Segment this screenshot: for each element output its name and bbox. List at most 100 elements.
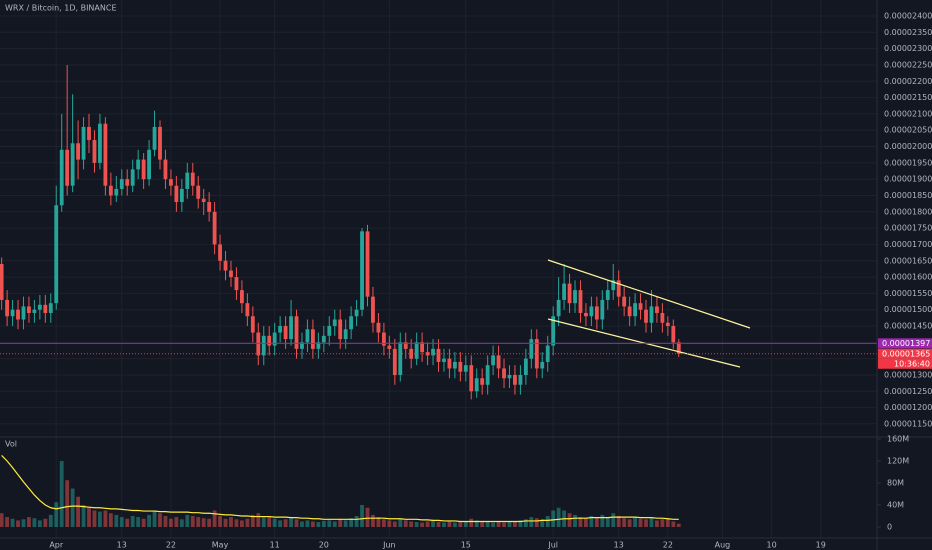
y-tick-label: 0.00002050 <box>884 126 932 135</box>
candle-body <box>5 299 10 317</box>
volume-bar <box>245 518 250 527</box>
candle-body <box>59 149 64 206</box>
candle-body <box>589 306 594 317</box>
candle-body <box>147 149 151 180</box>
overlay <box>0 342 877 355</box>
candle-body <box>611 280 616 291</box>
volume-bar <box>485 522 490 527</box>
candle-body <box>48 303 53 313</box>
chart-title: WRX / Bitcoin, 1D, BINANCE <box>5 4 117 13</box>
volume-bar <box>256 513 261 527</box>
volume-bar <box>436 522 441 527</box>
volume-bar <box>81 504 86 527</box>
candle-body <box>87 126 91 141</box>
candle-body <box>387 345 392 349</box>
price-label: 0.00001397 <box>882 339 930 348</box>
volume-bar <box>644 519 648 527</box>
x-tick-label: Apr <box>49 541 64 550</box>
volume-bar <box>409 521 414 527</box>
volume-bar <box>240 520 244 527</box>
volume-bar <box>387 520 392 527</box>
volume-bar <box>289 517 293 527</box>
volume-bar <box>196 517 201 527</box>
x-tick-label: 22 <box>663 541 673 550</box>
volume-bar <box>442 522 446 527</box>
candle-body <box>458 361 463 372</box>
candle-body <box>660 312 665 323</box>
volume-bar <box>676 523 681 527</box>
volume-bar <box>403 520 408 527</box>
candle-body <box>234 277 239 291</box>
y-tick-label: 0.00001550 <box>884 289 932 298</box>
volume-bar <box>43 518 48 527</box>
volume-bar <box>70 488 75 527</box>
candle-body <box>392 348 397 375</box>
volume-bar <box>502 522 506 527</box>
candle-body <box>250 316 255 333</box>
volume-bar <box>660 519 665 527</box>
volume-bar <box>54 502 59 527</box>
volume-bar <box>584 518 588 527</box>
candle-body <box>600 299 605 320</box>
y-tick-label: 0.00001800 <box>884 207 932 216</box>
y-tick-label: 0.00001900 <box>884 175 932 184</box>
volume-label: Vol <box>5 440 17 449</box>
volume-bar <box>234 519 239 527</box>
volume-ma <box>1 455 679 523</box>
candle-body <box>507 374 512 379</box>
candle-body <box>289 316 293 340</box>
candle-body <box>655 306 659 313</box>
y-tick-label: 0.00001750 <box>884 224 932 233</box>
volume-bar <box>37 520 42 527</box>
volume-bar <box>223 518 228 527</box>
y2-tick-label: 120M <box>887 456 909 465</box>
volume-bar <box>300 521 304 527</box>
candle-body <box>556 299 561 317</box>
candle-body <box>398 342 403 375</box>
candle-body <box>469 365 474 392</box>
candle-body <box>65 149 70 186</box>
y-tick-label: 0.00002350 <box>884 28 932 37</box>
candle-body <box>327 326 332 336</box>
candle-body <box>562 283 567 300</box>
x-tick-label: 22 <box>166 541 176 550</box>
candle-body <box>360 231 364 310</box>
candle-body <box>207 202 212 212</box>
candle-body <box>502 368 506 379</box>
y2-tick-label: 0 <box>887 522 892 531</box>
volume-bar <box>158 513 162 527</box>
candle-body <box>256 332 261 356</box>
candle-body <box>21 306 26 320</box>
volume-bar <box>16 520 20 527</box>
volume-bar <box>212 510 217 527</box>
volume-bar <box>496 521 501 527</box>
candle-body <box>376 322 381 333</box>
y-tick-label: 0.00002100 <box>884 109 932 118</box>
volume-bar <box>523 519 528 527</box>
volume-bar <box>398 519 403 527</box>
candle-body <box>436 348 441 362</box>
volume-bar <box>354 515 359 527</box>
volume-bar <box>540 519 545 527</box>
candle-body <box>627 306 632 317</box>
y-tick-label: 0.00001850 <box>884 191 932 200</box>
candle-body <box>185 172 190 189</box>
volume-bar <box>21 519 26 527</box>
channel-upper <box>547 259 751 329</box>
volume-bar <box>534 518 539 527</box>
volume-bar <box>48 514 53 527</box>
candle-body <box>130 169 135 186</box>
volume-bar <box>589 515 594 527</box>
candle-body <box>294 316 299 349</box>
volume-bar <box>349 518 354 527</box>
volume-bar <box>480 521 485 527</box>
volume-bar <box>87 507 91 527</box>
candle-body <box>190 172 195 186</box>
candle-body <box>332 319 337 327</box>
y-tick-label: 0.00002300 <box>884 44 932 53</box>
volume-bar <box>32 518 37 527</box>
volume-bar <box>622 518 627 527</box>
volume-bar <box>458 522 463 527</box>
volume-bar <box>98 511 102 527</box>
